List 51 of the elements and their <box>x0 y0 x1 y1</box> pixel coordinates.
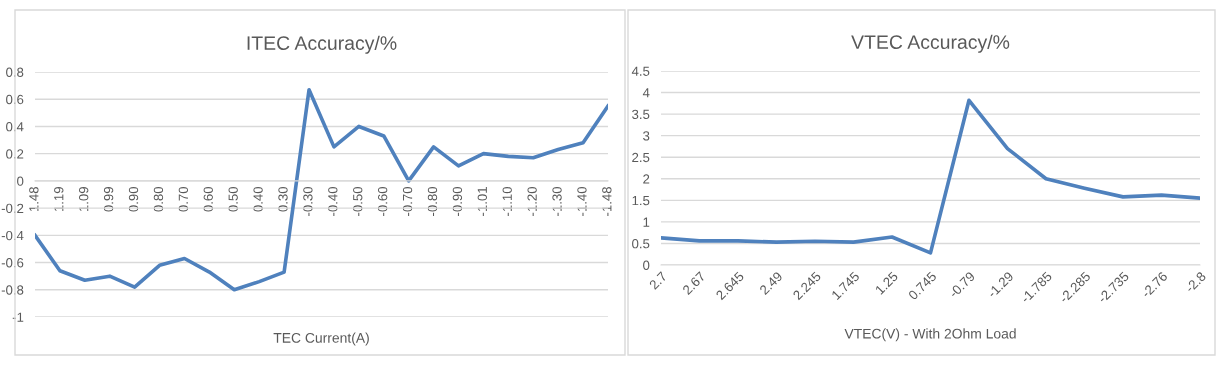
x-tick-label: 2.7 <box>648 271 668 290</box>
x-tick-label: -0.80 <box>427 186 438 216</box>
y-tick-label: 3.5 <box>632 109 650 120</box>
y-tick-label: 1 <box>643 217 650 227</box>
y-tick-label: 0.6 <box>6 94 24 105</box>
x-tick-label: 1.48 <box>29 187 39 212</box>
x-axis-title: VTEC(V) - With 2Ohm Load <box>844 328 1016 342</box>
x-tick-label: -1.40 <box>577 186 587 216</box>
x-tick-label: 0.99 <box>103 187 114 212</box>
x-tick-label: -0.60 <box>377 186 388 216</box>
x-tick-label: 0.70 <box>178 186 189 212</box>
x-tick-label: -1.30 <box>552 186 562 216</box>
chart-title: VTEC Accuracy/% <box>851 34 1010 53</box>
x-tick-label: -1.20 <box>527 186 537 216</box>
x-tick-label: 0.40 <box>253 186 263 212</box>
x-tick-label: -1.01 <box>477 187 487 216</box>
y-tick-label: -0.4 <box>1 230 24 241</box>
y-tick-label: 4 <box>642 88 650 98</box>
x-tick-label: -2.8 <box>1184 271 1207 294</box>
y-tick-label: -0.8 <box>1 285 24 295</box>
x-tick-label: 0.80 <box>153 186 164 212</box>
x-tick-label: -0.90 <box>452 186 463 216</box>
y-tick-label: 0 <box>17 176 24 186</box>
y-tick-label: -0.6 <box>1 258 24 268</box>
y-tick-label: 3 <box>643 131 650 141</box>
x-tick-label: -0.70 <box>402 186 413 216</box>
x-tick-label: -1.48 <box>602 187 612 216</box>
x-tick-label: 0.30 <box>278 186 288 212</box>
y-tick-label: 0.4 <box>6 122 24 132</box>
x-tick-label: -0.40 <box>328 186 338 216</box>
x-axis-title: TEC Current(A) <box>273 332 369 346</box>
y-tick-label: 2 <box>643 174 650 184</box>
x-tick-label: -0.50 <box>353 186 363 216</box>
line-series <box>661 98 1200 255</box>
y-tick-label: -1 <box>12 312 24 322</box>
x-tick-label: 0.90 <box>128 186 139 212</box>
x-tick-label: 0.60 <box>203 186 213 212</box>
x-tick-label: 1.09 <box>79 187 89 212</box>
y-tick-label: 0.2 <box>6 149 24 159</box>
chart-title: ITEC Accuracy/% <box>247 35 397 54</box>
x-tick-label: 0.50 <box>228 186 238 212</box>
y-tick-label: 2.5 <box>632 152 650 163</box>
y-tick-label: 1.5 <box>632 196 650 206</box>
y-tick-label: 4.5 <box>631 66 650 76</box>
x-tick-label: -1.10 <box>502 186 512 216</box>
y-tick-label: 0.8 <box>6 67 24 77</box>
y-tick-label: -0.2 <box>1 203 24 214</box>
y-tick-label: 0 <box>643 260 650 270</box>
y-tick-label: 0.5 <box>632 239 650 249</box>
x-tick-label: -0.30 <box>303 186 313 216</box>
x-tick-label: 1.19 <box>54 187 64 212</box>
